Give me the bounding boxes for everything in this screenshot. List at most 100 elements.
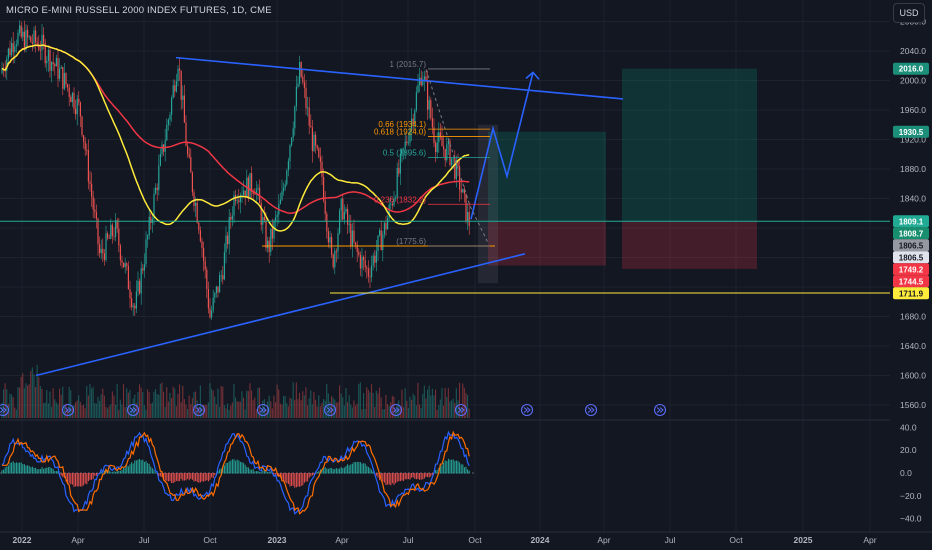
volume-bar — [297, 399, 299, 418]
currency-button[interactable]: USD — [893, 3, 925, 23]
fast-forward-circle-icon[interactable] — [323, 403, 337, 417]
volume-bar — [249, 383, 251, 418]
histogram-bar — [380, 473, 382, 481]
histogram-bar — [137, 459, 139, 474]
candle-body — [321, 161, 323, 178]
candle-body — [275, 216, 277, 222]
fast-forward-circle-icon[interactable] — [0, 403, 10, 417]
candle-body — [12, 43, 14, 52]
volume-bar — [255, 409, 257, 418]
volume-bar — [372, 392, 374, 418]
fibonacci-retracement[interactable]: 1 (2015.7) 0.66 (1934.1)0.618 (1924.0) 0.5… — [374, 60, 490, 247]
histogram-bar — [203, 473, 205, 482]
candle-body — [148, 216, 150, 236]
candle-body — [191, 172, 193, 193]
histogram-bar — [73, 473, 75, 487]
price-tag-label: 1809.1 — [899, 217, 924, 226]
volume-bar — [54, 399, 56, 418]
volume-bar — [43, 403, 45, 418]
icon-ring — [323, 403, 337, 417]
fast-forward-circle-icon[interactable] — [520, 403, 534, 417]
upper-trendline[interactable] — [175, 56, 624, 100]
histogram-bar — [369, 468, 371, 474]
candle-body — [73, 92, 75, 109]
volume-bar — [353, 400, 355, 418]
candle-body — [435, 143, 437, 153]
fast-forward-circle-icon[interactable] — [389, 403, 403, 417]
volume-bar — [187, 409, 189, 418]
histogram-bar — [65, 473, 67, 482]
volume-bar — [115, 404, 117, 418]
fast-forward-circle-icon[interactable] — [256, 403, 270, 417]
histogram-bar — [366, 465, 368, 474]
time-axis[interactable]: 2022 Apr Jul Oct 2023 Apr Jul Oct 2024 Apr Jul Oct 2… — [0, 531, 932, 545]
candle-body — [9, 48, 11, 56]
volume-bar — [76, 400, 78, 418]
candle-body — [44, 42, 46, 64]
volume-bar — [139, 384, 141, 418]
candle-body — [239, 195, 241, 203]
histogram-bar — [246, 467, 248, 474]
candle-body — [94, 209, 96, 212]
volume-bar — [161, 382, 163, 418]
oscillator-axis[interactable]: 40.0 20.0 0.0 −20.0 −40.0 — [900, 422, 922, 523]
candle-body — [441, 137, 443, 147]
volume-bar — [428, 385, 430, 418]
volume-bar — [414, 395, 416, 418]
candle-body — [451, 158, 453, 166]
event-markers[interactable] — [0, 403, 667, 417]
candle-body — [348, 223, 350, 225]
histogram-bar — [235, 460, 237, 474]
volume-bar — [84, 408, 86, 418]
candle-body — [60, 67, 62, 69]
histogram-bar — [431, 473, 433, 475]
fast-forward-circle-icon[interactable] — [192, 403, 206, 417]
projection-arrow-head[interactable] — [525, 71, 540, 80]
histogram-bar — [35, 467, 37, 474]
candle-body — [398, 168, 400, 174]
histogram-bar — [292, 473, 294, 486]
candle-body — [171, 97, 173, 115]
lower-trendline[interactable] — [35, 253, 526, 377]
volume-bar — [6, 389, 8, 418]
volume-bar — [52, 388, 54, 418]
candle-body — [28, 36, 30, 38]
candle-body — [102, 248, 104, 254]
histogram-bar — [358, 461, 360, 474]
histogram-bar — [54, 470, 56, 474]
candle-body — [134, 305, 136, 309]
candle-body — [207, 289, 209, 309]
price-tag-label: 1749.2 — [899, 265, 924, 274]
time-tick-label: Apr — [335, 535, 348, 545]
time-tick-label: 2025 — [794, 535, 813, 545]
fast-forward-circle-icon[interactable] — [126, 403, 140, 417]
oscillator-tick-label: −20.0 — [900, 491, 922, 501]
candle-body — [276, 214, 278, 217]
fib-trend-line[interactable] — [425, 69, 489, 243]
candle-body — [449, 141, 451, 166]
candle-body — [254, 193, 256, 195]
volume-bar — [123, 384, 125, 418]
fast-forward-circle-icon[interactable] — [584, 403, 598, 417]
volume-bar — [148, 392, 150, 418]
candle-body — [153, 193, 155, 219]
histogram-bar — [219, 469, 221, 474]
histogram-bar — [132, 463, 134, 474]
fast-forward-circle-icon[interactable] — [61, 403, 75, 417]
candle-body — [87, 149, 89, 182]
volume-bar — [446, 397, 448, 418]
volume-bar — [100, 394, 102, 418]
volume-bar — [441, 387, 443, 418]
projection-path[interactable] — [470, 72, 534, 220]
icon-arrows — [326, 407, 334, 413]
histogram-bar — [115, 471, 117, 474]
histogram-bar — [47, 467, 49, 474]
candle-body — [459, 166, 461, 190]
candle-body — [201, 241, 203, 248]
fast-forward-circle-icon[interactable] — [454, 403, 468, 417]
fast-forward-circle-icon[interactable] — [653, 403, 667, 417]
volume-bar — [62, 386, 64, 418]
candle-body — [382, 234, 384, 251]
histogram-bar — [20, 462, 22, 474]
